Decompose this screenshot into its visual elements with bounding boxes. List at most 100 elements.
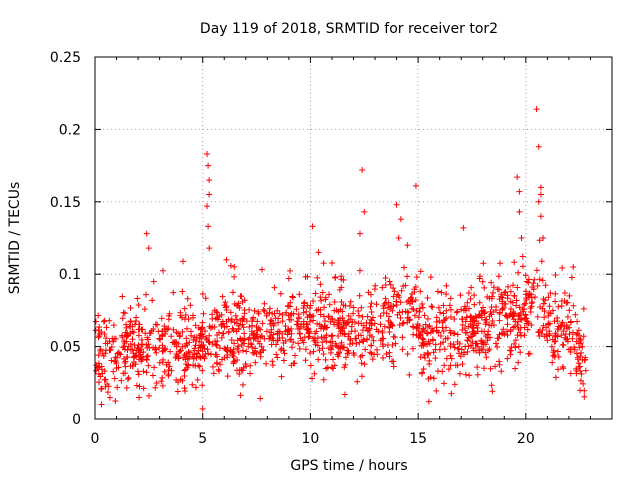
- data-point: [317, 281, 324, 288]
- data-point: [413, 324, 420, 331]
- data-point: [371, 351, 378, 358]
- data-point: [287, 312, 294, 319]
- data-point: [400, 319, 407, 326]
- data-point: [144, 352, 151, 359]
- data-point: [234, 320, 241, 327]
- data-point: [528, 303, 535, 310]
- data-point: [544, 337, 551, 344]
- data-point: [481, 308, 488, 315]
- data-point: [417, 354, 424, 361]
- data-point: [287, 267, 294, 274]
- data-point: [560, 328, 567, 335]
- data-point: [447, 306, 454, 313]
- data-point: [566, 292, 573, 299]
- data-point: [481, 365, 488, 372]
- data-point: [500, 329, 507, 336]
- data-point: [359, 373, 366, 380]
- data-point: [545, 294, 552, 301]
- data-point: [361, 361, 368, 368]
- data-point: [190, 355, 197, 362]
- data-point: [373, 301, 380, 308]
- data-point: [315, 249, 322, 256]
- data-point: [309, 223, 316, 230]
- data-point: [504, 295, 511, 302]
- data-point: [107, 346, 114, 353]
- data-point: [536, 327, 543, 334]
- data-point: [95, 352, 102, 359]
- data-point: [237, 392, 244, 399]
- data-point: [282, 322, 289, 329]
- data-point: [577, 377, 584, 384]
- data-point: [399, 320, 406, 327]
- data-point: [560, 342, 567, 349]
- data-point: [120, 309, 127, 316]
- data-point: [380, 335, 387, 342]
- data-point: [363, 319, 370, 326]
- data-point: [95, 379, 102, 386]
- data-point: [404, 319, 411, 326]
- data-point: [251, 330, 258, 337]
- data-point: [351, 319, 358, 326]
- data-point: [512, 337, 519, 344]
- data-point: [528, 291, 535, 298]
- data-point: [300, 339, 307, 346]
- data-point: [457, 292, 464, 299]
- data-point: [502, 289, 509, 296]
- data-point: [358, 304, 365, 311]
- data-point: [338, 298, 345, 305]
- data-point: [390, 293, 397, 300]
- data-point: [183, 350, 190, 357]
- data-point: [237, 317, 244, 324]
- data-point: [409, 345, 416, 352]
- data-point: [516, 304, 523, 311]
- data-point: [279, 311, 286, 318]
- data-point: [268, 341, 275, 348]
- data-point: [274, 307, 281, 314]
- data-point: [246, 334, 253, 341]
- data-point: [495, 335, 502, 342]
- data-point: [288, 336, 295, 343]
- data-point: [390, 363, 397, 370]
- data-point: [466, 305, 473, 312]
- data-point: [478, 337, 485, 344]
- data-point: [115, 364, 122, 371]
- data-point: [145, 245, 152, 252]
- data-point: [355, 312, 362, 319]
- data-point: [279, 318, 286, 325]
- data-point: [429, 304, 436, 311]
- data-point: [425, 398, 432, 405]
- data-point: [331, 362, 338, 369]
- data-point: [488, 311, 495, 318]
- data-point: [359, 352, 366, 359]
- data-point: [136, 394, 143, 401]
- data-point: [266, 333, 273, 340]
- data-point: [571, 346, 578, 353]
- data-point: [300, 321, 307, 328]
- data-point: [159, 359, 166, 366]
- data-point: [527, 308, 534, 315]
- data-point: [151, 364, 158, 371]
- data-point: [380, 354, 387, 361]
- data-point: [123, 331, 130, 338]
- x-tick-label: 20: [517, 431, 535, 447]
- data-point: [314, 320, 321, 327]
- data-point: [231, 273, 238, 280]
- data-point: [339, 325, 346, 332]
- data-point: [256, 340, 263, 347]
- data-point: [124, 347, 131, 354]
- data-point: [533, 106, 540, 113]
- data-point: [143, 230, 150, 237]
- data-point: [469, 328, 476, 335]
- data-point: [210, 370, 217, 377]
- data-point: [239, 347, 246, 354]
- data-point: [462, 307, 469, 314]
- data-point: [175, 379, 182, 386]
- data-point: [205, 350, 212, 357]
- data-point: [135, 371, 142, 378]
- data-point: [386, 324, 393, 331]
- data-point: [181, 305, 188, 312]
- data-point: [514, 284, 521, 291]
- x-tick-label: 5: [198, 431, 207, 447]
- data-point: [508, 344, 515, 351]
